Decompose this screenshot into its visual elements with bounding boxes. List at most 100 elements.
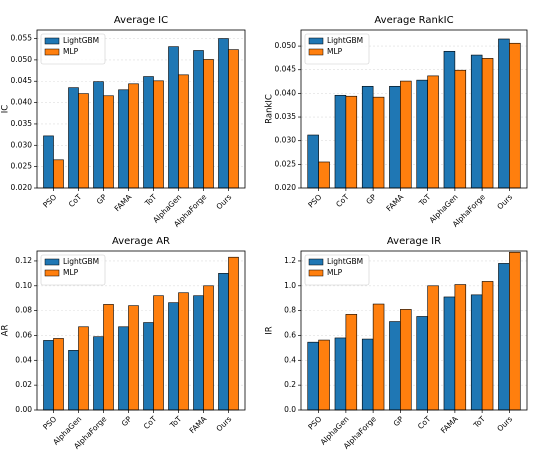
bar [193,295,204,411]
y-tick-label: 0.045 [275,65,297,74]
chart-title: Average IR [387,236,441,247]
chart-title: Average AR [112,236,170,247]
y-tick-label: 1.2 [284,256,296,265]
y-tick-label: 0.04 [15,355,32,364]
legend-label: MLP [327,47,343,56]
y-axis-label: AR [1,325,11,337]
y-tick-label: 0.12 [15,256,32,265]
legend-label: LightGBM [63,257,99,266]
bar [400,309,412,411]
bar [318,339,330,411]
bar [470,54,483,189]
legend-label: LightGBM [327,36,363,45]
legend-label: MLP [63,47,79,56]
legend-label: MLP [327,268,343,277]
x-tick-label: CoT [416,414,433,431]
bar [443,50,456,189]
bar [128,305,139,411]
y-tick-label: 0.050 [275,41,297,50]
bar [203,285,214,411]
y-tick-label: 0.035 [11,119,33,128]
bar [103,95,114,189]
legend-swatch [308,48,324,56]
bar [128,83,139,189]
y-tick-label: 0.045 [11,76,33,85]
legend-swatch [44,37,60,45]
bar [78,93,89,189]
bar [78,326,89,411]
x-tick-label: Ours [495,192,514,211]
x-tick-label: PSO [306,192,323,209]
y-tick-label: 0.035 [275,112,297,121]
y-tick-label: 0.040 [275,88,297,97]
legend-label: LightGBM [63,36,99,45]
x-tick-label: ToT [471,414,487,430]
y-tick-label: 0.6 [284,330,296,339]
bar [345,314,358,411]
bar [509,42,521,189]
bar [416,79,428,189]
bar [68,87,79,189]
y-tick-label: 0.050 [11,55,33,64]
bar [43,135,54,189]
bar [454,69,467,189]
x-tick-label: FAMA [384,192,405,213]
y-tick-label: 0.020 [275,183,297,192]
bar [178,292,189,411]
y-tick-label: 0.025 [275,159,297,168]
bar [193,50,204,189]
bar [53,159,64,189]
legend-swatch [308,258,324,266]
x-tick-label: ToT [167,414,183,430]
bar [93,81,104,189]
x-tick-label: PSO [41,192,58,209]
bar [153,80,164,189]
bar [307,134,319,189]
x-tick-label: FAMA [113,192,134,213]
bar [93,336,104,411]
bar [68,350,79,411]
x-tick-label: ToT [142,192,158,208]
bar [400,80,412,189]
x-tick-label: GP [364,192,378,206]
x-tick-label: PSO [306,414,323,431]
y-axis-label: RankIC [265,94,275,124]
x-tick-label: ToT [417,192,433,208]
bar [218,273,229,411]
x-tick-label: CoT [67,192,84,209]
x-tick-label: GP [95,192,109,206]
chart-title: Average IC [114,15,168,26]
y-tick-label: 0.025 [11,162,33,171]
x-tick-label: GP [120,414,134,428]
x-tick-label: Ours [214,414,233,433]
bar [228,256,239,411]
bar [334,337,347,411]
bar [178,74,189,189]
y-tick-label: 0.020 [11,183,33,192]
bar [334,94,347,189]
bar [318,161,330,189]
legend-label: LightGBM [327,257,363,266]
legend-swatch [44,269,60,277]
y-tick-label: 0.08 [15,306,32,315]
y-tick-label: 0.2 [284,380,296,389]
bar [389,85,401,189]
bar [118,326,129,411]
axes-frame [36,250,246,411]
bar [454,284,467,411]
bar [361,85,374,189]
x-tick-label: FAMA [439,414,460,435]
bar [427,285,439,411]
y-tick-label: 0.8 [284,306,296,315]
legend-label: MLP [63,268,79,277]
x-tick-label: GP [392,414,406,428]
bar [443,296,456,411]
y-tick-label: 1.0 [284,281,296,290]
y-axis-label: IR [265,326,275,335]
bar [416,316,428,411]
bar [389,321,401,411]
bar [153,295,164,411]
bar [203,59,214,189]
y-tick-label: 0.10 [15,281,32,290]
